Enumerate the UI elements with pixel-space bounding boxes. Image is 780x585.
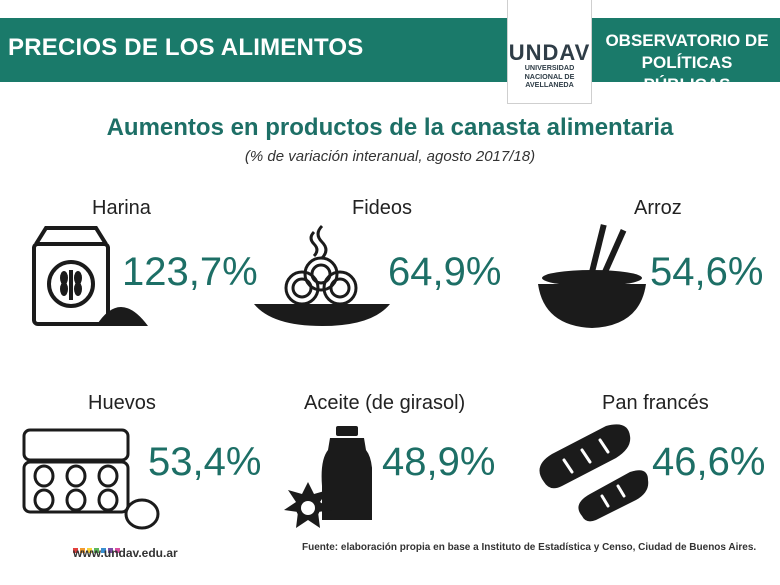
flour-sack-icon [32, 226, 148, 326]
color-dots [73, 538, 122, 553]
logo-wordmark: UNDAV [508, 40, 591, 65]
color-dot [115, 548, 120, 553]
page-title: PRECIOS DE LOS ALIMENTOS [8, 34, 364, 61]
pasta-plate-icon [254, 224, 390, 326]
color-dot [101, 548, 106, 553]
category-label-pan: Pan francés [602, 392, 709, 414]
bread-icon [539, 424, 649, 522]
value-label-arroz: 54,6% [650, 250, 764, 294]
color-dot [108, 548, 113, 553]
value-label-pan: 46,6% [652, 440, 766, 484]
value-label-harina: 123,7% [122, 250, 258, 294]
category-label-fideos: Fideos [352, 197, 413, 219]
color-dot [73, 548, 78, 553]
observatory-line-1: OBSERVATORIO DE [605, 31, 769, 50]
chart-title: Aumentos en productos de la canasta alim… [106, 114, 674, 141]
egg-carton-icon [22, 428, 160, 530]
logo-subtitle: UNIVERSIDAD NACIONAL DE AVELLANEDA [524, 63, 575, 89]
value-label-fideos: 64,9% [388, 250, 502, 294]
category-label-aceite: Aceite (de girasol) [304, 392, 466, 414]
footer-url[interactable]: www.undav.edu.ar [73, 546, 178, 560]
source-note: Fuente: elaboración propia en base a Ins… [302, 542, 757, 553]
header-band [0, 18, 780, 82]
observatory-label: OBSERVATORIO DE POLÍTICAS PÚBLICAS [598, 30, 776, 96]
observatory-line-2: POLÍTICAS PÚBLICAS [641, 53, 733, 94]
chart-subtitle: (% de variación interanual, agosto 2017/… [244, 148, 536, 165]
color-dot [80, 548, 85, 553]
value-label-huevos: 53,4% [148, 440, 262, 484]
color-dot [87, 548, 92, 553]
color-dot [94, 548, 99, 553]
value-label-aceite: 48,9% [382, 440, 496, 484]
category-label-huevos: Huevos [88, 392, 156, 414]
rice-bowl-icon [538, 224, 646, 328]
category-label-arroz: Arroz [634, 197, 682, 219]
category-label-harina: Harina [92, 197, 151, 219]
oil-bottle-icon [284, 426, 372, 528]
undav-logo: UNDAV UNIVERSIDAD NACIONAL DE AVELLANEDA [507, 0, 592, 104]
